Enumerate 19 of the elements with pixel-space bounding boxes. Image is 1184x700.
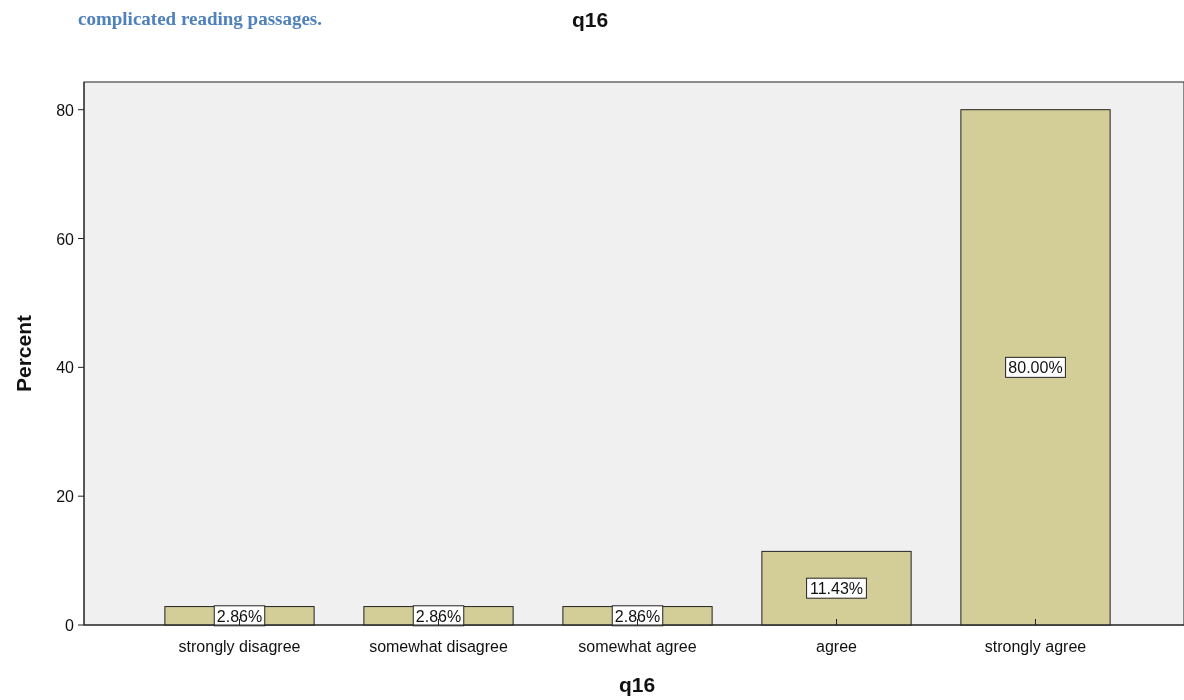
y-tick-label: 80 xyxy=(56,101,75,119)
y-tick-label: 0 xyxy=(65,617,75,634)
x-tick-label: somewhat agree xyxy=(578,638,697,655)
x-tick-label: strongly disagree xyxy=(178,638,301,655)
y-tick-label: 20 xyxy=(56,488,75,506)
data-label: 11.43% xyxy=(809,580,864,598)
x-tick-label: somewhat disagree xyxy=(369,638,508,655)
data-label: 2.86% xyxy=(614,607,661,625)
y-tick-label: 60 xyxy=(56,230,75,248)
x-tick-label: agree xyxy=(816,638,858,655)
data-label: 80.00% xyxy=(1008,359,1063,377)
data-label: 2.86% xyxy=(216,607,263,625)
data-label: 2.86% xyxy=(415,607,462,625)
chart-title: q16 xyxy=(571,8,609,31)
y-tick-label: 40 xyxy=(56,359,75,377)
text: complicated reading passages. xyxy=(78,8,323,29)
x-axis-title: q16 xyxy=(618,673,656,696)
y-axis-title: Percent xyxy=(12,314,35,393)
x-tick-label: strongly agree xyxy=(984,638,1087,655)
